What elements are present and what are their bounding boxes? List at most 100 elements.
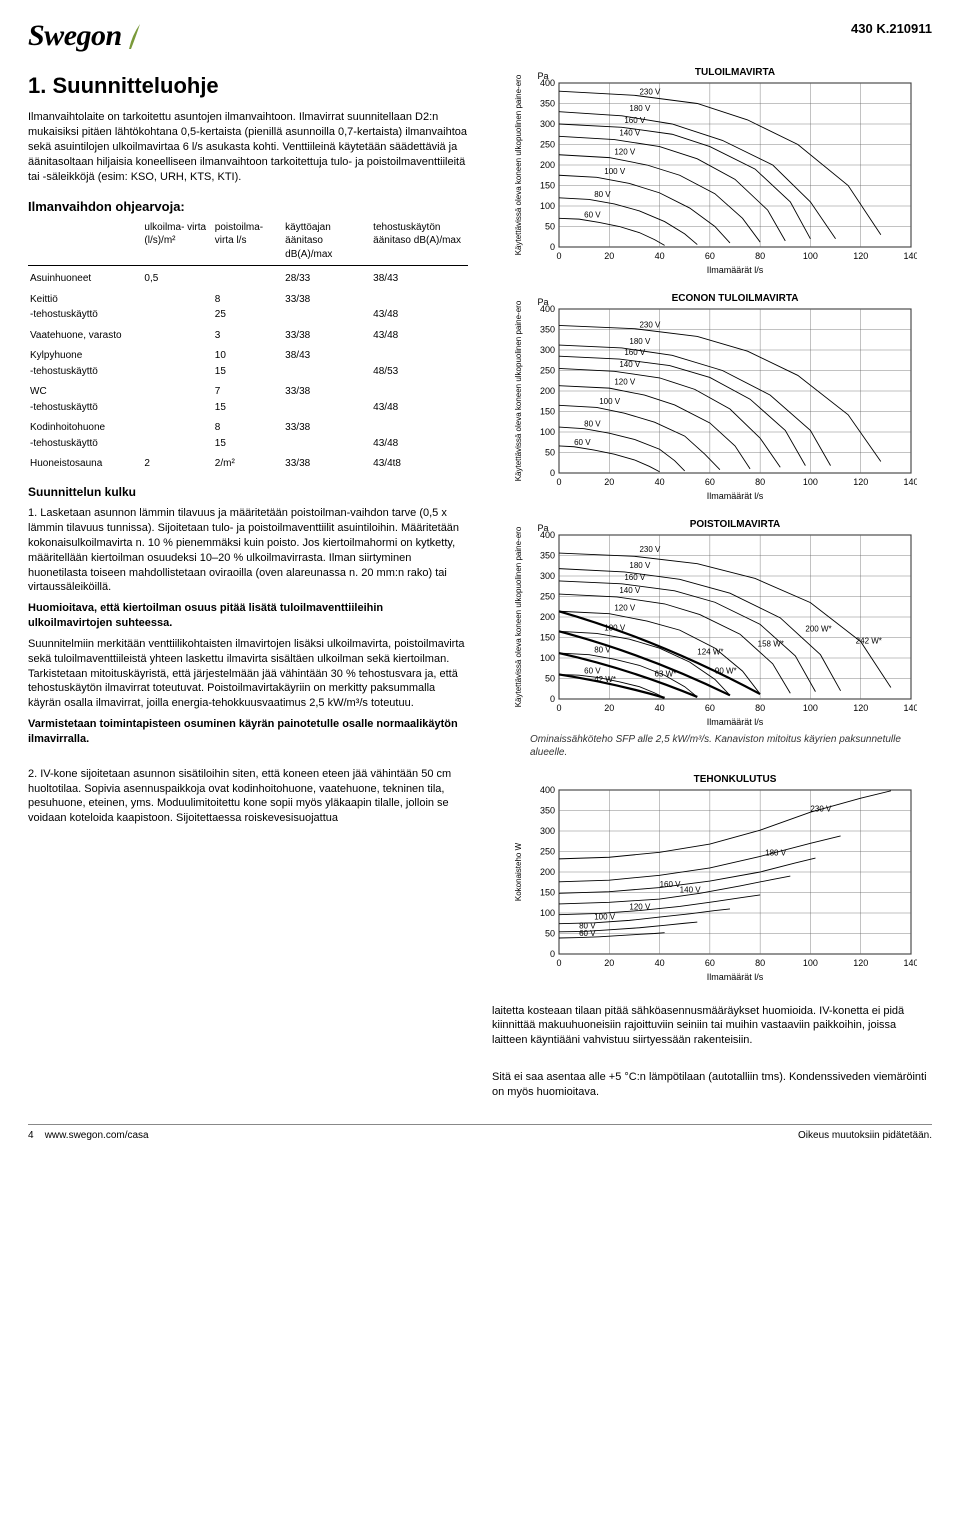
page-footer: 4 www.swegon.com/casa Oikeus muutoksiin … [28, 1124, 932, 1143]
svg-text:100: 100 [540, 427, 555, 437]
svg-text:200: 200 [540, 160, 555, 170]
svg-text:60 V: 60 V [579, 928, 596, 937]
svg-text:180 V: 180 V [629, 103, 651, 112]
svg-text:120: 120 [853, 477, 868, 487]
svg-text:400: 400 [540, 785, 555, 795]
brand-logo: Swegon [28, 16, 144, 57]
guide-values-heading: Ilmanvaihdon ohjearvoja: [28, 198, 468, 216]
svg-text:140 V: 140 V [619, 128, 641, 137]
svg-text:Ilmamäärät l/s: Ilmamäärät l/s [707, 717, 764, 727]
svg-text:42 W*: 42 W* [594, 674, 616, 683]
svg-text:200: 200 [540, 867, 555, 877]
svg-text:60 V: 60 V [584, 210, 601, 219]
p-iv-1: 2. IV-kone sijoitetaan asunnon sisätiloi… [28, 767, 468, 826]
svg-text:Kokonaisteho W: Kokonaisteho W [514, 842, 523, 901]
table-row: WC733/38 [28, 379, 468, 400]
svg-text:150: 150 [540, 406, 555, 416]
svg-text:100: 100 [540, 201, 555, 211]
svg-text:Pa: Pa [537, 71, 548, 81]
svg-text:Pa: Pa [537, 297, 548, 307]
svg-text:100: 100 [803, 703, 818, 713]
svg-text:20: 20 [604, 477, 614, 487]
svg-text:180 V: 180 V [765, 848, 787, 857]
svg-text:100 V: 100 V [604, 167, 626, 176]
svg-text:80: 80 [755, 703, 765, 713]
table-row: -tehostuskäyttö1543/48 [28, 400, 468, 416]
svg-text:158 W*: 158 W* [758, 639, 784, 648]
p-toimintap-bold: Varmistetaan toimintapisteen osuminen kä… [28, 717, 468, 747]
table-row: -tehostuskäyttö2543/48 [28, 307, 468, 323]
svg-text:230 V: 230 V [639, 320, 661, 329]
svg-text:200: 200 [540, 386, 555, 396]
svg-text:0: 0 [556, 703, 561, 713]
svg-text:Käytettävissä oleva koneen ulk: Käytettävissä oleva koneen ulkopuolinen … [514, 300, 523, 481]
suunnittelun-kulku-heading: Suunnittelun kulku [28, 484, 468, 500]
svg-text:160 V: 160 V [624, 116, 646, 125]
svg-text:300: 300 [540, 571, 555, 581]
footer-url: www.swegon.com/casa [45, 1130, 149, 1141]
svg-text:Pa: Pa [537, 523, 548, 533]
svg-text:80 V: 80 V [594, 189, 611, 198]
intro-paragraph: Ilmanvaihtolaite on tarkoitettu asuntoje… [28, 110, 468, 184]
svg-text:100: 100 [540, 653, 555, 663]
svg-text:50: 50 [545, 928, 555, 938]
svg-text:350: 350 [540, 98, 555, 108]
svg-text:TEHONKULUTUS: TEHONKULUTUS [694, 774, 777, 785]
leaf-icon [126, 21, 144, 51]
svg-text:140: 140 [903, 251, 917, 261]
svg-text:100: 100 [803, 958, 818, 968]
brand-name: Swegon [28, 16, 122, 57]
table-row: -tehostuskäyttö1543/48 [28, 436, 468, 452]
svg-text:40: 40 [655, 251, 665, 261]
svg-text:350: 350 [540, 324, 555, 334]
svg-text:0: 0 [550, 694, 555, 704]
svg-text:300: 300 [540, 345, 555, 355]
svg-text:60: 60 [705, 251, 715, 261]
footer-rights: Oikeus muutoksiin pidätetään. [798, 1129, 932, 1143]
doc-number: 430 K.210911 [851, 20, 932, 38]
svg-text:120 V: 120 V [629, 902, 651, 911]
p-iv-2: laitetta kosteaan tilaan pitää sähköasen… [492, 1004, 932, 1049]
svg-text:180 V: 180 V [629, 560, 651, 569]
svg-text:40: 40 [655, 477, 665, 487]
col-poistoilma: poistoilma- virta l/s [213, 220, 283, 266]
svg-text:40: 40 [655, 958, 665, 968]
svg-text:100 V: 100 V [594, 912, 616, 921]
svg-text:160 V: 160 V [624, 573, 646, 582]
page-title: 1. Suunnitteluohje [28, 71, 468, 101]
svg-text:250: 250 [540, 591, 555, 601]
svg-text:50: 50 [545, 673, 555, 683]
table-row: Huoneistosauna22/m²33/3843/4t8 [28, 451, 468, 472]
p-kulku-1: 1. Lasketaan asunnon lämmin tilavuus ja … [28, 506, 468, 595]
svg-text:50: 50 [545, 447, 555, 457]
svg-text:100 V: 100 V [604, 623, 626, 632]
svg-text:150: 150 [540, 180, 555, 190]
svg-text:230 V: 230 V [639, 87, 661, 96]
chart-econon-tuloilmavirta: 0204060801001201400501001502002503003504… [507, 289, 917, 505]
p-kierto-bold: Huomioitava, että kiertoilman osuus pitä… [28, 601, 468, 631]
svg-text:120 V: 120 V [614, 147, 636, 156]
svg-text:Käytettävissä oleva koneen ulk: Käytettävissä oleva koneen ulkopuolinen … [514, 526, 523, 707]
svg-text:230 V: 230 V [810, 804, 832, 813]
svg-text:40: 40 [655, 703, 665, 713]
svg-text:180 V: 180 V [629, 336, 651, 345]
svg-text:80: 80 [755, 958, 765, 968]
svg-text:140 V: 140 V [619, 360, 641, 369]
svg-text:80 V: 80 V [594, 645, 611, 654]
svg-text:140: 140 [903, 477, 917, 487]
svg-text:120 V: 120 V [614, 377, 636, 386]
svg-text:0: 0 [556, 958, 561, 968]
svg-text:0: 0 [550, 468, 555, 478]
svg-text:124 W*: 124 W* [697, 647, 723, 656]
svg-text:20: 20 [604, 958, 614, 968]
svg-text:Ilmamäärät l/s: Ilmamäärät l/s [707, 265, 764, 275]
svg-text:140: 140 [903, 703, 917, 713]
svg-text:100 V: 100 V [599, 397, 621, 406]
svg-text:50: 50 [545, 221, 555, 231]
svg-text:350: 350 [540, 805, 555, 815]
svg-text:250: 250 [540, 139, 555, 149]
svg-text:0: 0 [556, 251, 561, 261]
svg-text:100: 100 [803, 477, 818, 487]
footer-page: 4 [28, 1130, 34, 1141]
svg-text:90 W*: 90 W* [715, 666, 737, 675]
